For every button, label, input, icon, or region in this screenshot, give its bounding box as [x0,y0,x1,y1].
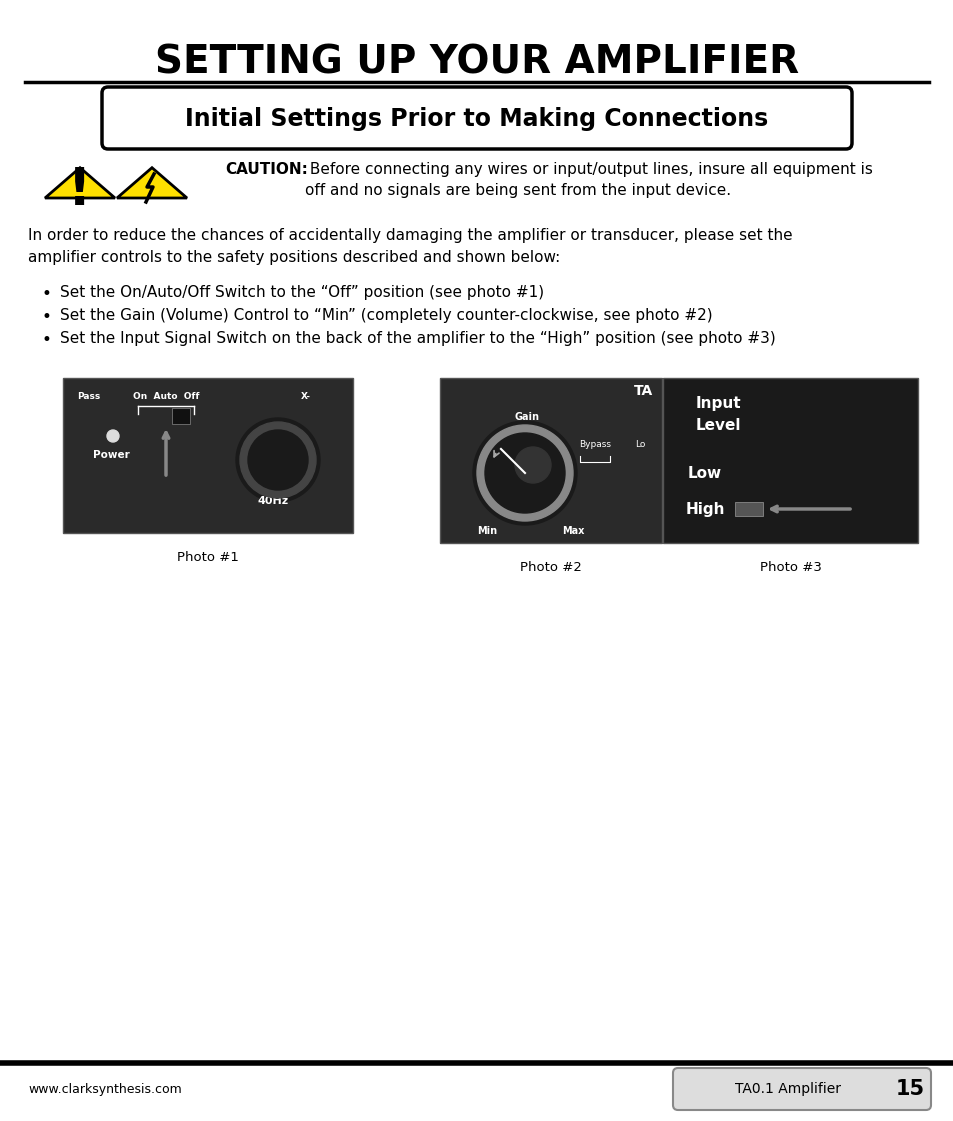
Text: SETTING UP YOUR AMPLIFIER: SETTING UP YOUR AMPLIFIER [154,43,799,81]
Text: In order to reduce the chances of accidentally damaging the amplifier or transdu: In order to reduce the chances of accide… [28,228,792,266]
Circle shape [240,421,315,498]
Text: Bypass: Bypass [578,441,610,450]
Text: !: ! [69,166,91,216]
Circle shape [484,433,564,513]
Text: TA: TA [634,385,653,398]
FancyBboxPatch shape [102,87,851,149]
Polygon shape [117,168,187,198]
Text: •: • [42,331,51,349]
Text: Gain: Gain [514,413,539,421]
Text: Lo: Lo [634,441,644,450]
Text: Set the Gain (Volume) Control to “Min” (completely counter-clockwise, see photo : Set the Gain (Volume) Control to “Min” (… [60,308,712,323]
Text: X-: X- [301,392,311,401]
Text: www.clarksynthesis.com: www.clarksynthesis.com [28,1084,182,1096]
Circle shape [107,430,119,442]
Bar [662,378,917,543]
FancyBboxPatch shape [672,1068,930,1110]
Text: Set the On/Auto/Off Switch to the “Off” position (see photo #1): Set the On/Auto/Off Switch to the “Off” … [60,285,543,300]
Text: Max: Max [561,526,583,536]
Text: Before connecting any wires or input/output lines, insure all equipment is
off a: Before connecting any wires or input/out… [305,163,872,198]
Text: Min: Min [476,526,497,536]
Text: Set the Input Signal Switch on the back of the amplifier to the “High” position : Set the Input Signal Switch on the back … [60,331,775,346]
Bar [172,408,190,424]
Text: Power: Power [92,450,130,460]
Bar [63,378,353,532]
Text: TA0.1 Amplifier: TA0.1 Amplifier [734,1082,841,1096]
Text: On  Auto  Off: On Auto Off [132,392,199,401]
Text: Level: Level [695,418,740,433]
Text: CAUTION:: CAUTION: [225,163,308,177]
Circle shape [248,430,308,490]
Polygon shape [45,168,115,198]
Text: 15: 15 [895,1080,923,1099]
Text: Photo #3: Photo #3 [759,560,821,574]
Text: Photo #2: Photo #2 [519,560,581,574]
Text: Input: Input [695,396,740,411]
Text: High: High [684,502,724,517]
Bar [439,378,661,543]
Bar [734,502,762,516]
Circle shape [235,418,319,502]
Text: •: • [42,308,51,326]
Text: 40Hz: 40Hz [257,495,289,506]
Circle shape [515,447,551,483]
Circle shape [473,421,577,525]
Text: Pass: Pass [77,392,100,401]
Text: Low: Low [687,466,721,481]
Circle shape [476,425,573,521]
Text: Initial Settings Prior to Making Connections: Initial Settings Prior to Making Connect… [185,106,768,131]
Text: •: • [42,285,51,303]
Text: Photo #1: Photo #1 [177,552,238,564]
